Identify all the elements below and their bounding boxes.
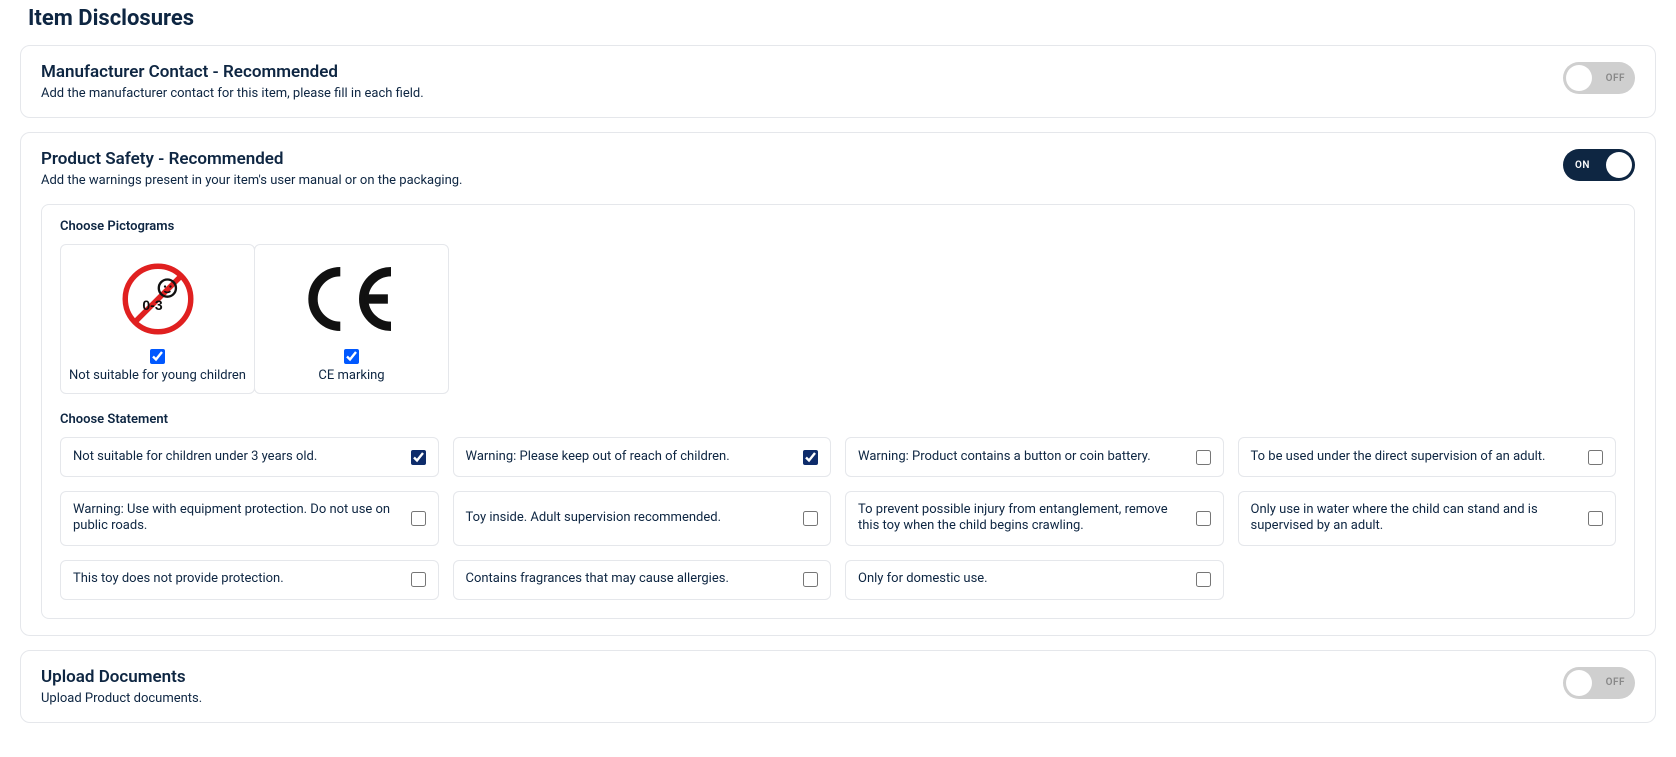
statement-item[interactable]: Warning: Use with equipment protection. …: [60, 491, 439, 546]
statement-item[interactable]: Contains fragrances that may cause aller…: [453, 560, 832, 600]
documents-subtitle: Upload Product documents.: [41, 691, 202, 706]
statements-grid: Not suitable for children under 3 years …: [60, 437, 1616, 600]
pictogram-card-ce[interactable]: CE marking: [254, 244, 449, 394]
manufacturer-subtitle: Add the manufacturer contact for this it…: [41, 86, 424, 101]
toggle-off-label: OFF: [1606, 73, 1625, 84]
statement-checkbox[interactable]: [411, 572, 426, 587]
pictogram-label: Not suitable for young children: [69, 368, 246, 383]
statement-text: Contains fragrances that may cause aller…: [466, 571, 794, 587]
pictogram-checkbox-no-0-3[interactable]: [150, 349, 165, 364]
pictogram-card-no-0-3[interactable]: 0-3 Not suitable for young children: [60, 244, 255, 394]
statement-item[interactable]: Warning: Product contains a button or co…: [845, 437, 1224, 477]
statement-text: Toy inside. Adult supervision recommende…: [466, 510, 794, 526]
statement-text: Not suitable for children under 3 years …: [73, 449, 401, 465]
statement-checkbox[interactable]: [1196, 511, 1211, 526]
panel-manufacturer-contact: Manufacturer Contact - Recommended Add t…: [20, 45, 1656, 118]
manufacturer-toggle[interactable]: OFF: [1563, 62, 1635, 94]
safety-title: Product Safety - Recommended: [41, 149, 462, 169]
manufacturer-title: Manufacturer Contact - Recommended: [41, 62, 424, 82]
safety-toggle[interactable]: ON: [1563, 149, 1635, 181]
statement-checkbox[interactable]: [1588, 450, 1603, 465]
statement-item[interactable]: Only use in water where the child can st…: [1238, 491, 1617, 546]
no-0-3-icon: 0-3: [119, 259, 197, 339]
statement-item[interactable]: Warning: Please keep out of reach of chi…: [453, 437, 832, 477]
documents-toggle[interactable]: OFF: [1563, 667, 1635, 699]
page-title: Item Disclosures: [28, 6, 1656, 31]
statement-item[interactable]: To prevent possible injury from entangle…: [845, 491, 1224, 546]
statement-checkbox[interactable]: [1196, 572, 1211, 587]
statement-text: Only for domestic use.: [858, 571, 1186, 587]
statement-text: To be used under the direct supervision …: [1251, 449, 1579, 465]
statement-item[interactable]: Only for domestic use.: [845, 560, 1224, 600]
statement-text: To prevent possible injury from entangle…: [858, 502, 1186, 535]
statement-checkbox[interactable]: [411, 450, 426, 465]
pictograms-title: Choose Pictograms: [60, 219, 1616, 234]
statement-checkbox[interactable]: [803, 511, 818, 526]
ce-mark-icon: [297, 259, 407, 339]
statement-text: Warning: Use with equipment protection. …: [73, 502, 401, 535]
statement-checkbox[interactable]: [803, 450, 818, 465]
statement-text: Only use in water where the child can st…: [1251, 502, 1579, 535]
statement-item[interactable]: To be used under the direct supervision …: [1238, 437, 1617, 477]
statement-checkbox[interactable]: [803, 572, 818, 587]
panel-upload-documents: Upload Documents Upload Product document…: [20, 650, 1656, 723]
statement-checkbox[interactable]: [411, 511, 426, 526]
statement-text: This toy does not provide protection.: [73, 571, 401, 587]
statement-item[interactable]: Toy inside. Adult supervision recommende…: [453, 491, 832, 546]
toggle-on-label: ON: [1575, 160, 1590, 171]
panel-product-safety: Product Safety - Recommended Add the war…: [20, 132, 1656, 636]
documents-title: Upload Documents: [41, 667, 202, 687]
pictograms-subpanel: Choose Pictograms 0-3 Not suitable: [41, 204, 1635, 619]
statement-text: Warning: Product contains a button or co…: [858, 449, 1186, 465]
pictogram-checkbox-ce[interactable]: [344, 349, 359, 364]
toggle-off-label: OFF: [1606, 677, 1625, 688]
statements-title: Choose Statement: [60, 412, 1616, 427]
statement-checkbox[interactable]: [1196, 450, 1211, 465]
statement-item[interactable]: This toy does not provide protection.: [60, 560, 439, 600]
safety-subtitle: Add the warnings present in your item's …: [41, 173, 462, 188]
statement-item[interactable]: Not suitable for children under 3 years …: [60, 437, 439, 477]
pictogram-label: CE marking: [318, 368, 384, 383]
statement-text: Warning: Please keep out of reach of chi…: [466, 449, 794, 465]
statement-checkbox[interactable]: [1588, 511, 1603, 526]
svg-text:0-3: 0-3: [142, 297, 162, 313]
